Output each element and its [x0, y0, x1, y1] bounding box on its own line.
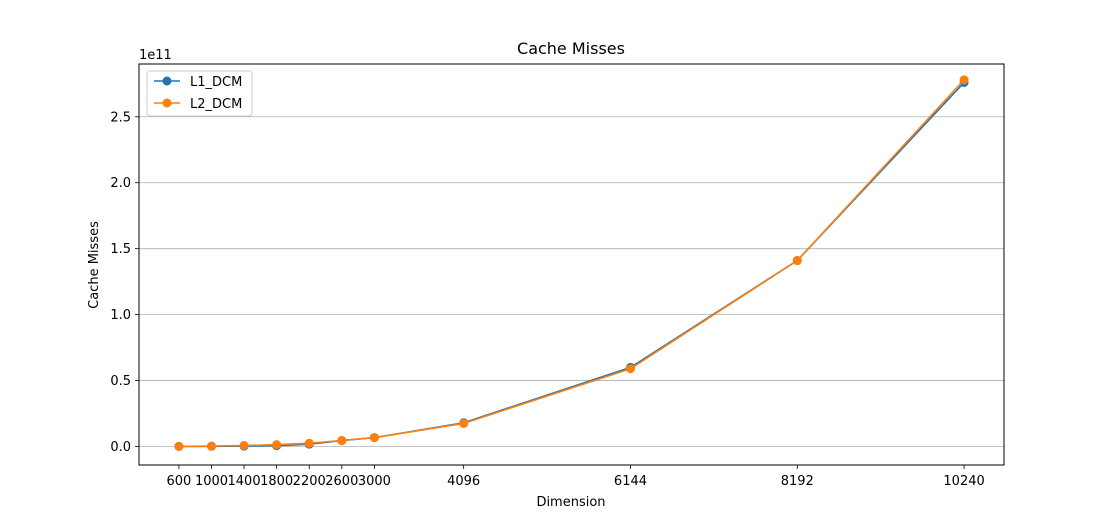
data-point [304, 438, 314, 448]
x-tick-label: 600 [166, 474, 191, 489]
y-tick-label: 0.5 [110, 374, 131, 389]
y-tick-label: 2.5 [110, 110, 131, 125]
data-point [206, 441, 216, 451]
legend-box [146, 70, 253, 117]
legend-label: L2_DCM [190, 97, 242, 112]
chart-title: Cache Misses [517, 39, 625, 58]
data-point [959, 75, 969, 85]
legend-marker [162, 76, 172, 86]
plot-area-frame [138, 63, 1005, 466]
x-tick-label: 8192 [781, 474, 814, 489]
data-point [272, 440, 282, 450]
x-axis-title: Dimension [536, 495, 605, 510]
data-point [459, 418, 469, 428]
y-offset-label: 1e11 [139, 48, 172, 63]
x-tick-label: 1800 [260, 474, 293, 489]
x-tick-label: 4096 [447, 474, 480, 489]
data-point [369, 433, 379, 443]
legend-label: L1_DCM [190, 75, 242, 90]
x-tick-label: 10240 [943, 474, 984, 489]
data-point [239, 440, 249, 450]
series-line-1 [178, 79, 965, 448]
y-tick-label: 0.0 [110, 440, 131, 455]
y-axis-ticks: 0.0 0.5 1.0 1.5 2.0 2.5 [110, 110, 139, 455]
data-point [625, 364, 635, 374]
x-tick-label: 6144 [614, 474, 647, 489]
y-tick-label: 2.0 [110, 176, 131, 191]
x-axis-ticks: 600 1000 1400 1800 2200 2600 3000 4096 6144 8192 1… [166, 465, 985, 489]
legend: L1_DCM L2_DCM [146, 70, 253, 117]
y-tick-label: 1.0 [110, 308, 131, 323]
data-point [174, 441, 184, 451]
grid-lines [139, 116, 1004, 447]
x-tick-label: 2600 [325, 474, 358, 489]
data-point [337, 435, 347, 445]
series-group [174, 75, 969, 451]
y-tick-label: 1.5 [110, 242, 131, 257]
x-tick-label: 1000 [195, 474, 228, 489]
series-line-0 [178, 81, 965, 448]
x-tick-label: 3000 [358, 474, 391, 489]
y-axis-title: Cache Misses [87, 221, 102, 309]
legend-marker [162, 98, 172, 108]
x-tick-label: 1400 [228, 474, 261, 489]
x-tick-label: 2200 [293, 474, 326, 489]
data-point [792, 256, 802, 266]
